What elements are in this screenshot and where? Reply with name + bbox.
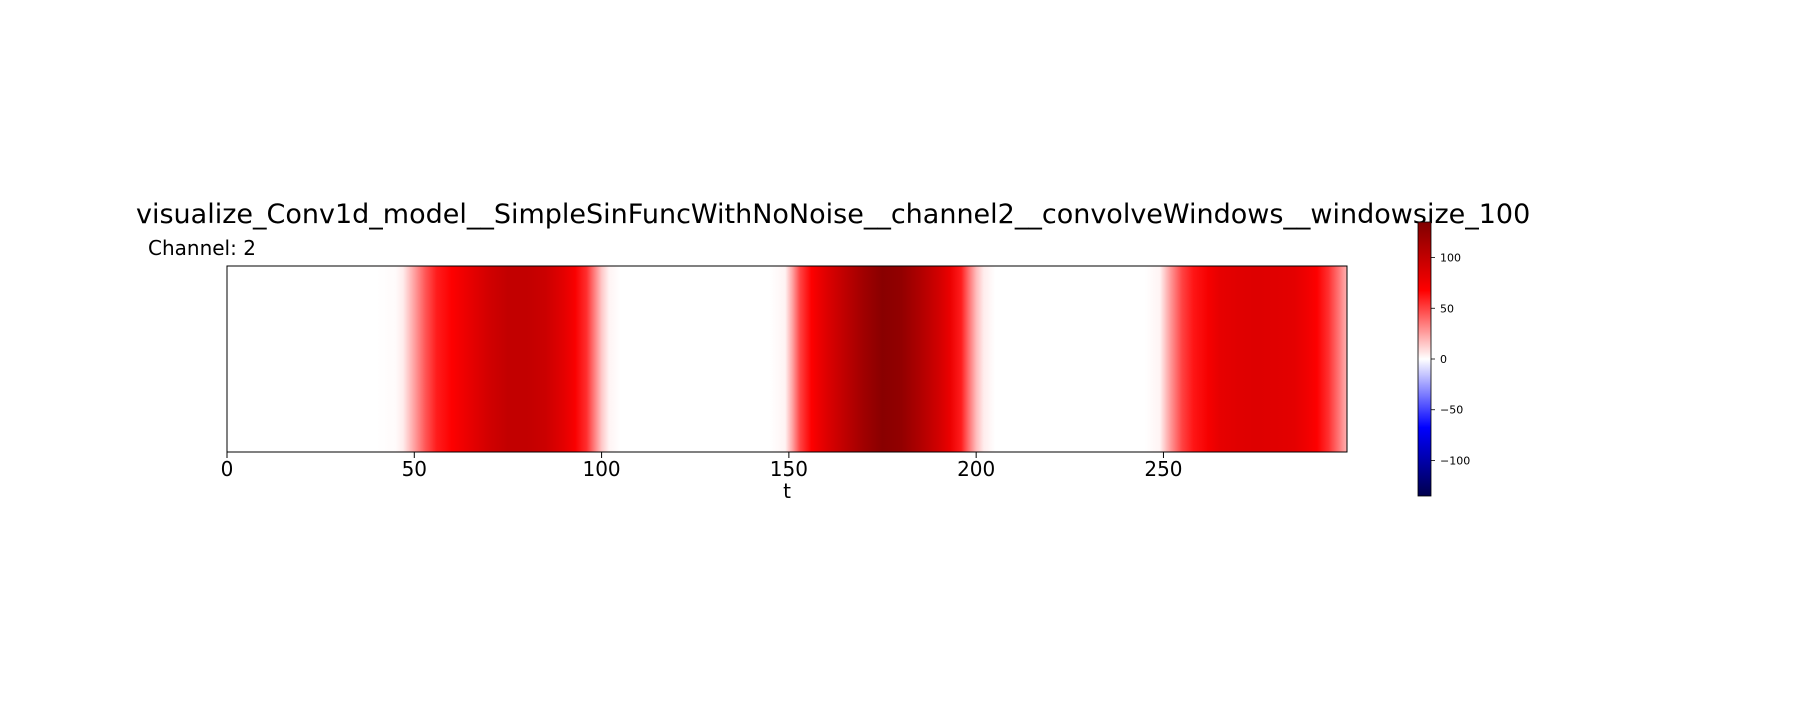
heatmap <box>226 265 1348 453</box>
x-tick-label: 150 <box>770 457 808 481</box>
colorbar-tick-label: −50 <box>1440 404 1463 417</box>
chart-subtitle: Channel: 2 <box>148 236 256 260</box>
x-tick-label: 100 <box>582 457 620 481</box>
heatmap-cells <box>227 266 1347 452</box>
colorbar-tick-label: 50 <box>1440 302 1454 315</box>
colorbar-scale <box>1417 221 1432 497</box>
x-tick-label: 50 <box>402 457 427 481</box>
colorbar: −100 −50 0 50 100 <box>1417 221 1470 497</box>
colorbar-ticks: −100 −50 0 50 100 <box>1431 252 1470 467</box>
colorbar-tick-label: −100 <box>1440 454 1470 467</box>
x-tick-label: 0 <box>221 457 234 481</box>
colorbar-tick-label: 100 <box>1440 252 1461 265</box>
x-axis-label: t <box>783 479 791 503</box>
colorbar-tick-label: 0 <box>1440 353 1447 366</box>
chart-title: visualize_Conv1d_model__SimpleSinFuncWit… <box>136 199 1530 230</box>
x-tick-label: 250 <box>1144 457 1182 481</box>
x-axis-ticks: 0 50 100 150 200 250 <box>221 452 1183 481</box>
axes-frame <box>226 265 1348 453</box>
x-tick-label: 200 <box>957 457 995 481</box>
